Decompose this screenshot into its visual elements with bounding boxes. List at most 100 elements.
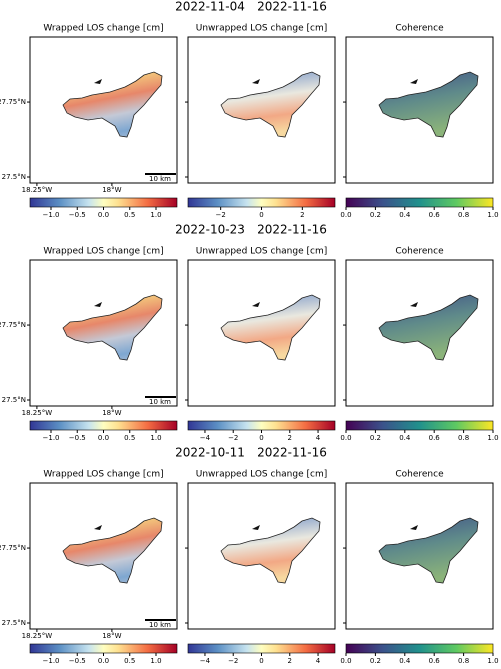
colorbar-tick-label: 0.5 [124,211,135,219]
scalebar-label: 10 km [149,398,171,406]
island [62,294,163,361]
colorbar [29,420,178,431]
island [62,71,163,138]
islet [252,525,260,530]
panel-title: Unwrapped LOS change [cm] [196,470,327,480]
islet [94,302,102,307]
islet [94,525,102,530]
colorbar-tick-label: 0.2 [370,211,381,219]
map-frame [29,482,178,630]
colorbar-tick-label: 2 [288,657,292,665]
colorbar-tick-label: 1.0 [150,211,161,219]
islet [252,79,260,84]
island [220,71,321,138]
colorbar-tick-label: 1.0 [487,434,498,442]
scalebar-label: 10 km [149,175,171,183]
map-frame [345,482,494,630]
panel-title: Unwrapped LOS change [cm] [196,247,327,257]
colorbar-tick-label: 0.4 [399,211,411,219]
colorbar-tick-label: 0.5 [124,657,135,665]
colorbar [345,197,494,208]
colorbar-tick-label: 0.0 [98,434,109,442]
colorbar-tick-label: 0.8 [458,657,469,665]
map-panel [29,259,178,407]
colorbar-tick-label: −1.0 [43,657,60,665]
colorbar-tick-label: 0.6 [429,657,441,665]
x-tick-label: 18°W [102,186,121,194]
colorbar-tick-label: 0.8 [458,434,469,442]
colorbar-tick-label: 1.0 [150,657,161,665]
island [378,294,479,361]
map-panel [187,482,336,630]
colorbar-tick-label: −2 [228,434,238,442]
island [62,517,163,584]
map-frame [187,259,336,407]
map-frame [345,36,494,184]
y-tick-label: 27.5°N [2,396,26,404]
colorbar-tick-label: 0.0 [340,657,351,665]
x-tick-label: 18.25°W [22,632,53,640]
colorbar-tick-label: −4 [200,434,211,442]
colorbar [29,197,178,208]
colorbar-tick-label: 1.0 [150,434,161,442]
colorbar-tick-label: 0.6 [429,434,441,442]
colorbar-tick-label: 0.0 [98,657,109,665]
date-end: 2022-11-16 [257,0,327,14]
panel-title: Unwrapped LOS change [cm] [196,24,327,34]
map-panel [29,36,178,184]
islet [410,525,418,530]
y-tick-label: 27.75°N [0,544,26,552]
island [378,71,479,138]
island [220,517,321,584]
colorbar-tick-label: 4 [316,657,321,665]
map-frame [345,259,494,407]
panel-title: Wrapped LOS change [cm] [43,247,163,257]
date-start: 2022-10-23 [175,223,245,237]
panel-title: Coherence [395,470,444,480]
colorbar-tick-label: 0.4 [399,657,411,665]
colorbar [345,643,494,654]
y-tick-label: 27.75°N [0,321,26,329]
y-tick-label: 27.75°N [0,98,26,106]
colorbar-tick-label: 0.5 [124,434,135,442]
date-start: 2022-10-11 [175,446,245,460]
colorbar-tick-label: 0.0 [340,434,351,442]
colorbar-tick-label: 0 [259,211,263,219]
colorbar-tick-label: 0.4 [399,434,411,442]
colorbar-tick-label: −0.5 [69,657,86,665]
panel-title: Wrapped LOS change [cm] [43,470,163,480]
colorbar [187,420,336,431]
colorbar-tick-label: 0.2 [370,434,381,442]
colorbar-tick-label: −2 [216,211,226,219]
colorbar-tick-label: 0.2 [370,657,381,665]
panel-title: Coherence [395,24,444,34]
colorbar [345,420,494,431]
colorbar-tick-label: 4 [316,434,321,442]
y-tick-label: 27.5°N [2,619,26,627]
scalebar-label: 10 km [149,621,171,629]
colorbar-tick-label: 0.0 [340,211,351,219]
date-end: 2022-11-16 [257,223,327,237]
colorbar-tick-label: 1.0 [487,657,498,665]
colorbar [187,197,336,208]
map-panel [345,259,494,407]
colorbar [187,643,336,654]
colorbar-tick-label: 2 [300,211,304,219]
map-frame [187,482,336,630]
colorbar-tick-label: −4 [200,657,211,665]
colorbar [29,643,178,654]
date-start: 2022-11-04 [175,0,245,14]
colorbar-tick-label: 2 [288,434,292,442]
date-end: 2022-11-16 [257,446,327,460]
map-frame [29,36,178,184]
colorbar-tick-label: −1.0 [43,434,60,442]
map-panel [187,259,336,407]
colorbar-tick-label: 0.6 [429,211,441,219]
y-tick-label: 27.5°N [2,173,26,181]
islet [410,302,418,307]
map-frame [29,259,178,407]
islet [410,79,418,84]
panel-title: Wrapped LOS change [cm] [43,24,163,34]
